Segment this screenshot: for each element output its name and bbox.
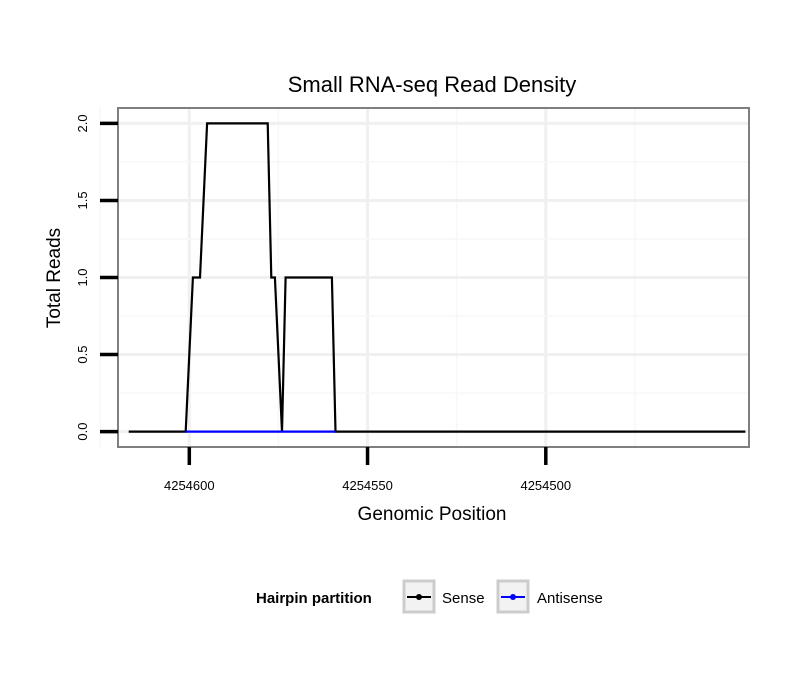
legend-title: Hairpin partition [256, 590, 372, 607]
legend-label-sense: Sense [442, 590, 485, 607]
x-tick-label: 4254500 [520, 478, 571, 493]
y-tick-label: 1.5 [75, 191, 90, 209]
chart-title: Small RNA-seq Read Density [288, 72, 577, 97]
legend-label-antisense: Antisense [537, 590, 603, 607]
y-tick-label: 0.0 [75, 423, 90, 441]
x-tick-label: 4254600 [164, 478, 215, 493]
series-layer [128, 122, 746, 433]
legend: Hairpin partition Sense Antisense [256, 579, 603, 614]
y-tick-label: 2.0 [75, 114, 90, 132]
legend-point-sense [416, 594, 422, 600]
x-axis: 4254600 4254550 4254500 [164, 447, 571, 493]
y-axis: 0.0 0.5 1.0 1.5 2.0 [75, 114, 118, 441]
y-tick-label: 0.5 [75, 346, 90, 364]
y-tick-label: 1.0 [75, 268, 90, 286]
x-axis-title: Genomic Position [358, 504, 507, 525]
series-line-sense [128, 122, 746, 433]
y-axis-title: Total Reads [44, 228, 65, 328]
legend-point-antisense [510, 594, 516, 600]
x-tick-label: 4254550 [342, 478, 393, 493]
